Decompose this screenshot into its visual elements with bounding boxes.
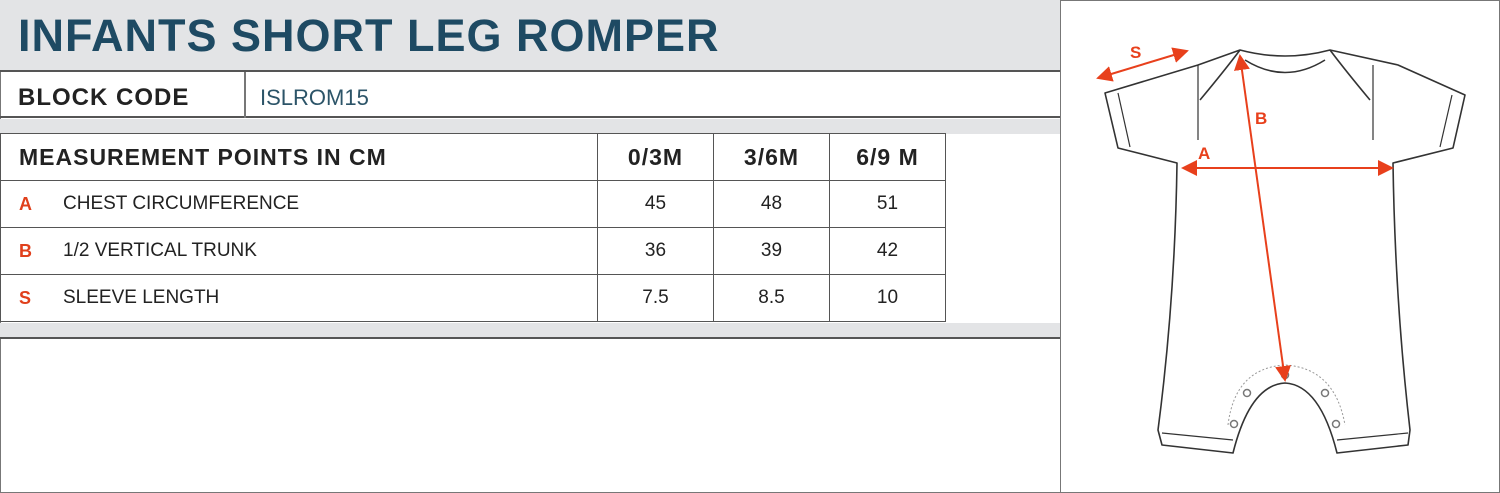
row-name: SLEEVE LENGTH [63,274,598,322]
header-measurement-points: MEASUREMENT POINTS IN CM [0,133,598,181]
cell-value: 10 [829,274,946,322]
romper-outline [1104,49,1466,454]
title-band [0,0,1060,72]
label-a: A [1198,144,1210,163]
separator-band [0,323,1060,339]
table-row: B 1/2 VERTICAL TRUNK 36 39 42 [0,227,946,275]
label-b: B [1255,109,1267,128]
table-row: A CHEST CIRCUMFERENCE 45 48 51 [0,180,946,228]
cell-value: 45 [597,180,714,228]
divider [244,72,246,118]
page-title: INFANTS SHORT LEG ROMPER [18,10,720,61]
row-name: 1/2 VERTICAL TRUNK [63,227,598,275]
block-code-row [0,72,1060,118]
label-s: S [1130,43,1141,62]
sleeve-arrow [1096,47,1189,82]
cell-value: 51 [829,180,946,228]
header-size: 3/6M [713,133,830,181]
cell-value: 36 [597,227,714,275]
row-name: CHEST CIRCUMFERENCE [63,180,598,228]
block-code-value: ISLROM15 [260,85,369,110]
row-letter: B [0,227,63,275]
table-row: S SLEEVE LENGTH 7.5 8.5 10 [0,274,946,322]
cell-value: 7.5 [597,274,714,322]
cell-value: 48 [713,180,830,228]
cell-value: 8.5 [713,274,830,322]
block-code-label: BLOCK CODE [18,84,190,111]
header-size: 0/3M [597,133,714,181]
cell-value: 42 [829,227,946,275]
measurement-table: MEASUREMENT POINTS IN CM 0/3M 3/6M 6/9 M… [0,133,946,322]
trunk-arrow [1234,54,1291,382]
separator-band [0,119,1060,134]
cell-value: 39 [713,227,830,275]
row-letter: S [0,274,63,322]
